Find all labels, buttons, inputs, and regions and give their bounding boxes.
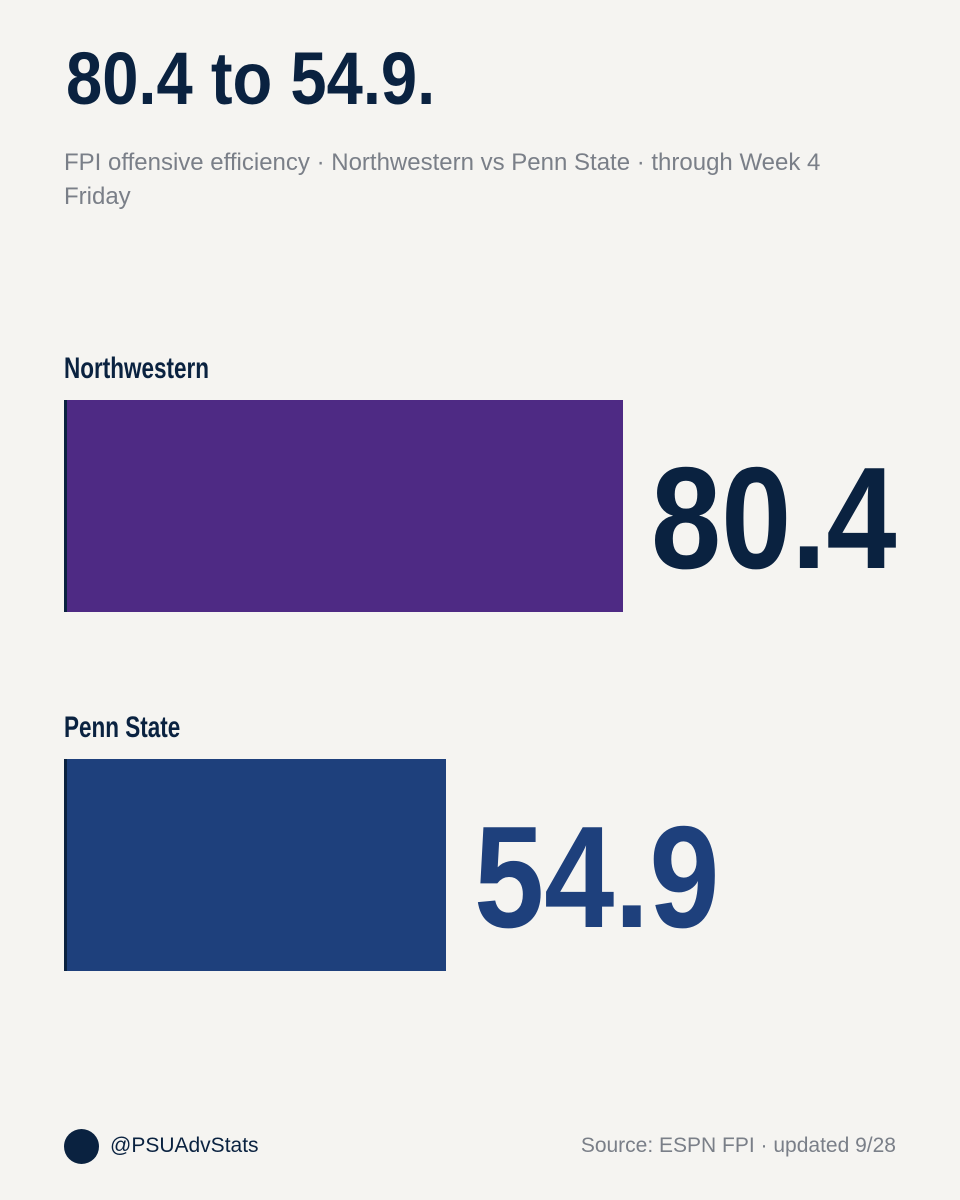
chart-subtitle: FPI offensive efficiency · Northwestern … <box>64 149 821 210</box>
category-label: Penn State <box>64 711 181 744</box>
source-note: Source: ESPN FPI · updated 9/28 <box>580 1134 896 1157</box>
bar <box>64 759 446 971</box>
chart-title: 80.4 to 54.9. <box>66 37 436 120</box>
bar <box>64 400 623 612</box>
value-label: 80.4 <box>651 437 897 599</box>
logo <box>64 1129 99 1164</box>
handle: @PSUAdvStats <box>110 1134 259 1157</box>
value-label: 54.9 <box>473 796 720 958</box>
category-label: Northwestern <box>64 352 210 385</box>
